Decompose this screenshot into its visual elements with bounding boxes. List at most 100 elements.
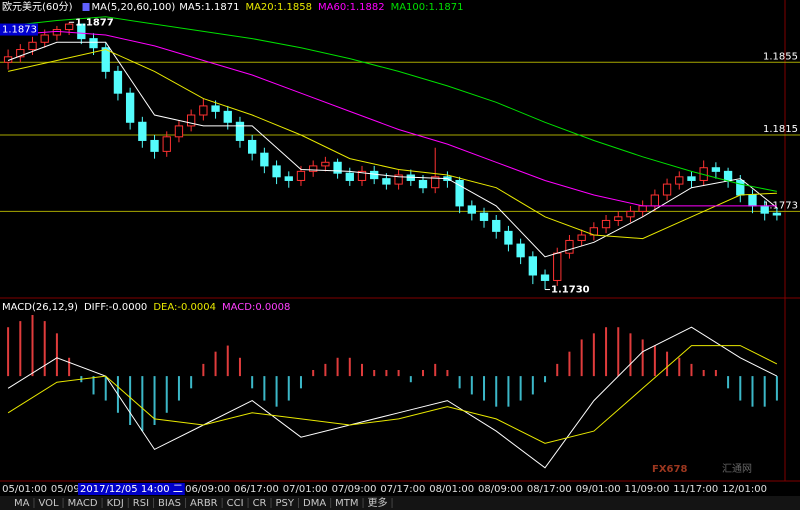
indicator-tab[interactable]: 更多 (368, 496, 388, 509)
candle-body (272, 165, 281, 178)
candle-body (186, 114, 196, 127)
macd-bar (348, 357, 351, 377)
candle-body (504, 230, 513, 245)
watermark-logo: FX678 (652, 464, 687, 475)
candle-body (479, 212, 489, 221)
candle-body (528, 256, 537, 276)
candle-body (711, 167, 721, 172)
annotation: 1.1730 (551, 285, 590, 296)
candle-body (357, 170, 367, 181)
indicator-tab[interactable]: MACD (68, 498, 98, 509)
candle-body (601, 219, 611, 229)
candle-body (431, 176, 440, 189)
candle-body (248, 139, 257, 154)
candle-body (650, 194, 660, 207)
macd-bar (104, 376, 107, 401)
indicator-tab[interactable]: MTM (335, 498, 358, 509)
candle-body (553, 252, 562, 281)
indicator-tab[interactable]: PSY (276, 498, 295, 509)
indicator-tab[interactable]: ARBR (190, 498, 218, 509)
indicator-tab[interactable]: KDJ (107, 498, 124, 509)
indicator-tab[interactable]: CCI (227, 498, 244, 509)
legend-entry: MACD:0.0008 (222, 302, 290, 313)
indicator-tab[interactable]: CR (253, 498, 267, 509)
candle-body (516, 243, 525, 258)
macd-bar (531, 376, 534, 395)
x-tick-label: 07/09:00 (332, 484, 377, 495)
macd-bar (153, 376, 156, 425)
x-tick-label: 09/01:00 (576, 484, 621, 495)
legend-entry: DEA:-0.0004 (153, 302, 216, 313)
candle-body (370, 170, 379, 180)
macd-bar (605, 327, 608, 377)
indicator-tab[interactable]: BIAS (158, 498, 181, 509)
x-tick-label: 05/09: (51, 484, 83, 495)
candle-body (687, 176, 696, 181)
candle-body (577, 234, 586, 241)
macd-bar (287, 376, 290, 401)
macd-bar (7, 327, 10, 377)
x-tick-label: 05/01:00 (2, 484, 47, 495)
ma-line (8, 16, 777, 192)
indicator-icon (82, 3, 90, 11)
indicator-tab[interactable]: DMA (303, 498, 326, 509)
candle-body (52, 29, 62, 36)
macd-bar (360, 363, 363, 377)
macd-bar (385, 370, 388, 377)
candle-body (211, 105, 220, 112)
macd-bar (544, 376, 547, 383)
candle-body (748, 194, 757, 207)
macd-bar (763, 376, 766, 407)
macd-bar (434, 363, 437, 377)
x-tick-label: 07/17:00 (380, 484, 425, 495)
ma-line (8, 30, 777, 207)
macd-bar (19, 321, 22, 377)
candle-body (28, 41, 37, 51)
candle-body (40, 34, 49, 43)
macd-bar (251, 376, 254, 389)
macd-bar (43, 321, 46, 377)
candle-body (223, 110, 232, 123)
macd-bar (556, 363, 559, 377)
candle-body (333, 161, 342, 174)
x-tick-label: 06/09:00 (185, 484, 230, 495)
candle-body (467, 205, 476, 214)
macd-bar (238, 357, 241, 377)
macd-bar (275, 376, 278, 407)
macd-bar (31, 315, 34, 377)
x-tick-label: 08/17:00 (527, 484, 572, 495)
candle-body (455, 179, 464, 207)
candle-body (394, 174, 403, 185)
macd-bar (470, 376, 473, 395)
macd-bar (177, 376, 180, 401)
macd-bar (483, 376, 486, 401)
macd-bar (299, 376, 302, 389)
price-tag-box (0, 23, 38, 36)
macd-bar (727, 376, 730, 389)
candle-body (418, 179, 428, 189)
macd-bar (263, 376, 266, 401)
indicator-tab[interactable]: VOL (38, 498, 59, 509)
candle-body (16, 49, 25, 58)
candle-body (638, 205, 647, 212)
candle-body (162, 136, 171, 152)
candle-body (321, 161, 330, 167)
macd-bar (653, 345, 656, 377)
annotation: 1.1877 (75, 17, 114, 28)
candle-body (174, 125, 184, 138)
indicator-tab[interactable]: MA (14, 498, 30, 509)
macd-bar (629, 333, 632, 377)
indicator-tab[interactable]: RSI (133, 498, 149, 509)
x-tick-label: 07/01:00 (283, 484, 328, 495)
candle-body (150, 139, 159, 152)
legend-entry: DIFF:-0.0000 (84, 302, 147, 313)
macd-bar (568, 351, 571, 377)
macd-line (7, 345, 778, 444)
macd-bar (666, 351, 669, 377)
candle-body (662, 183, 672, 196)
candle-body (772, 212, 782, 216)
macd-title: MACD(26,12,9) (2, 302, 78, 313)
candle-body (260, 152, 269, 167)
candle-body (614, 216, 623, 221)
macd-bar (446, 370, 449, 377)
